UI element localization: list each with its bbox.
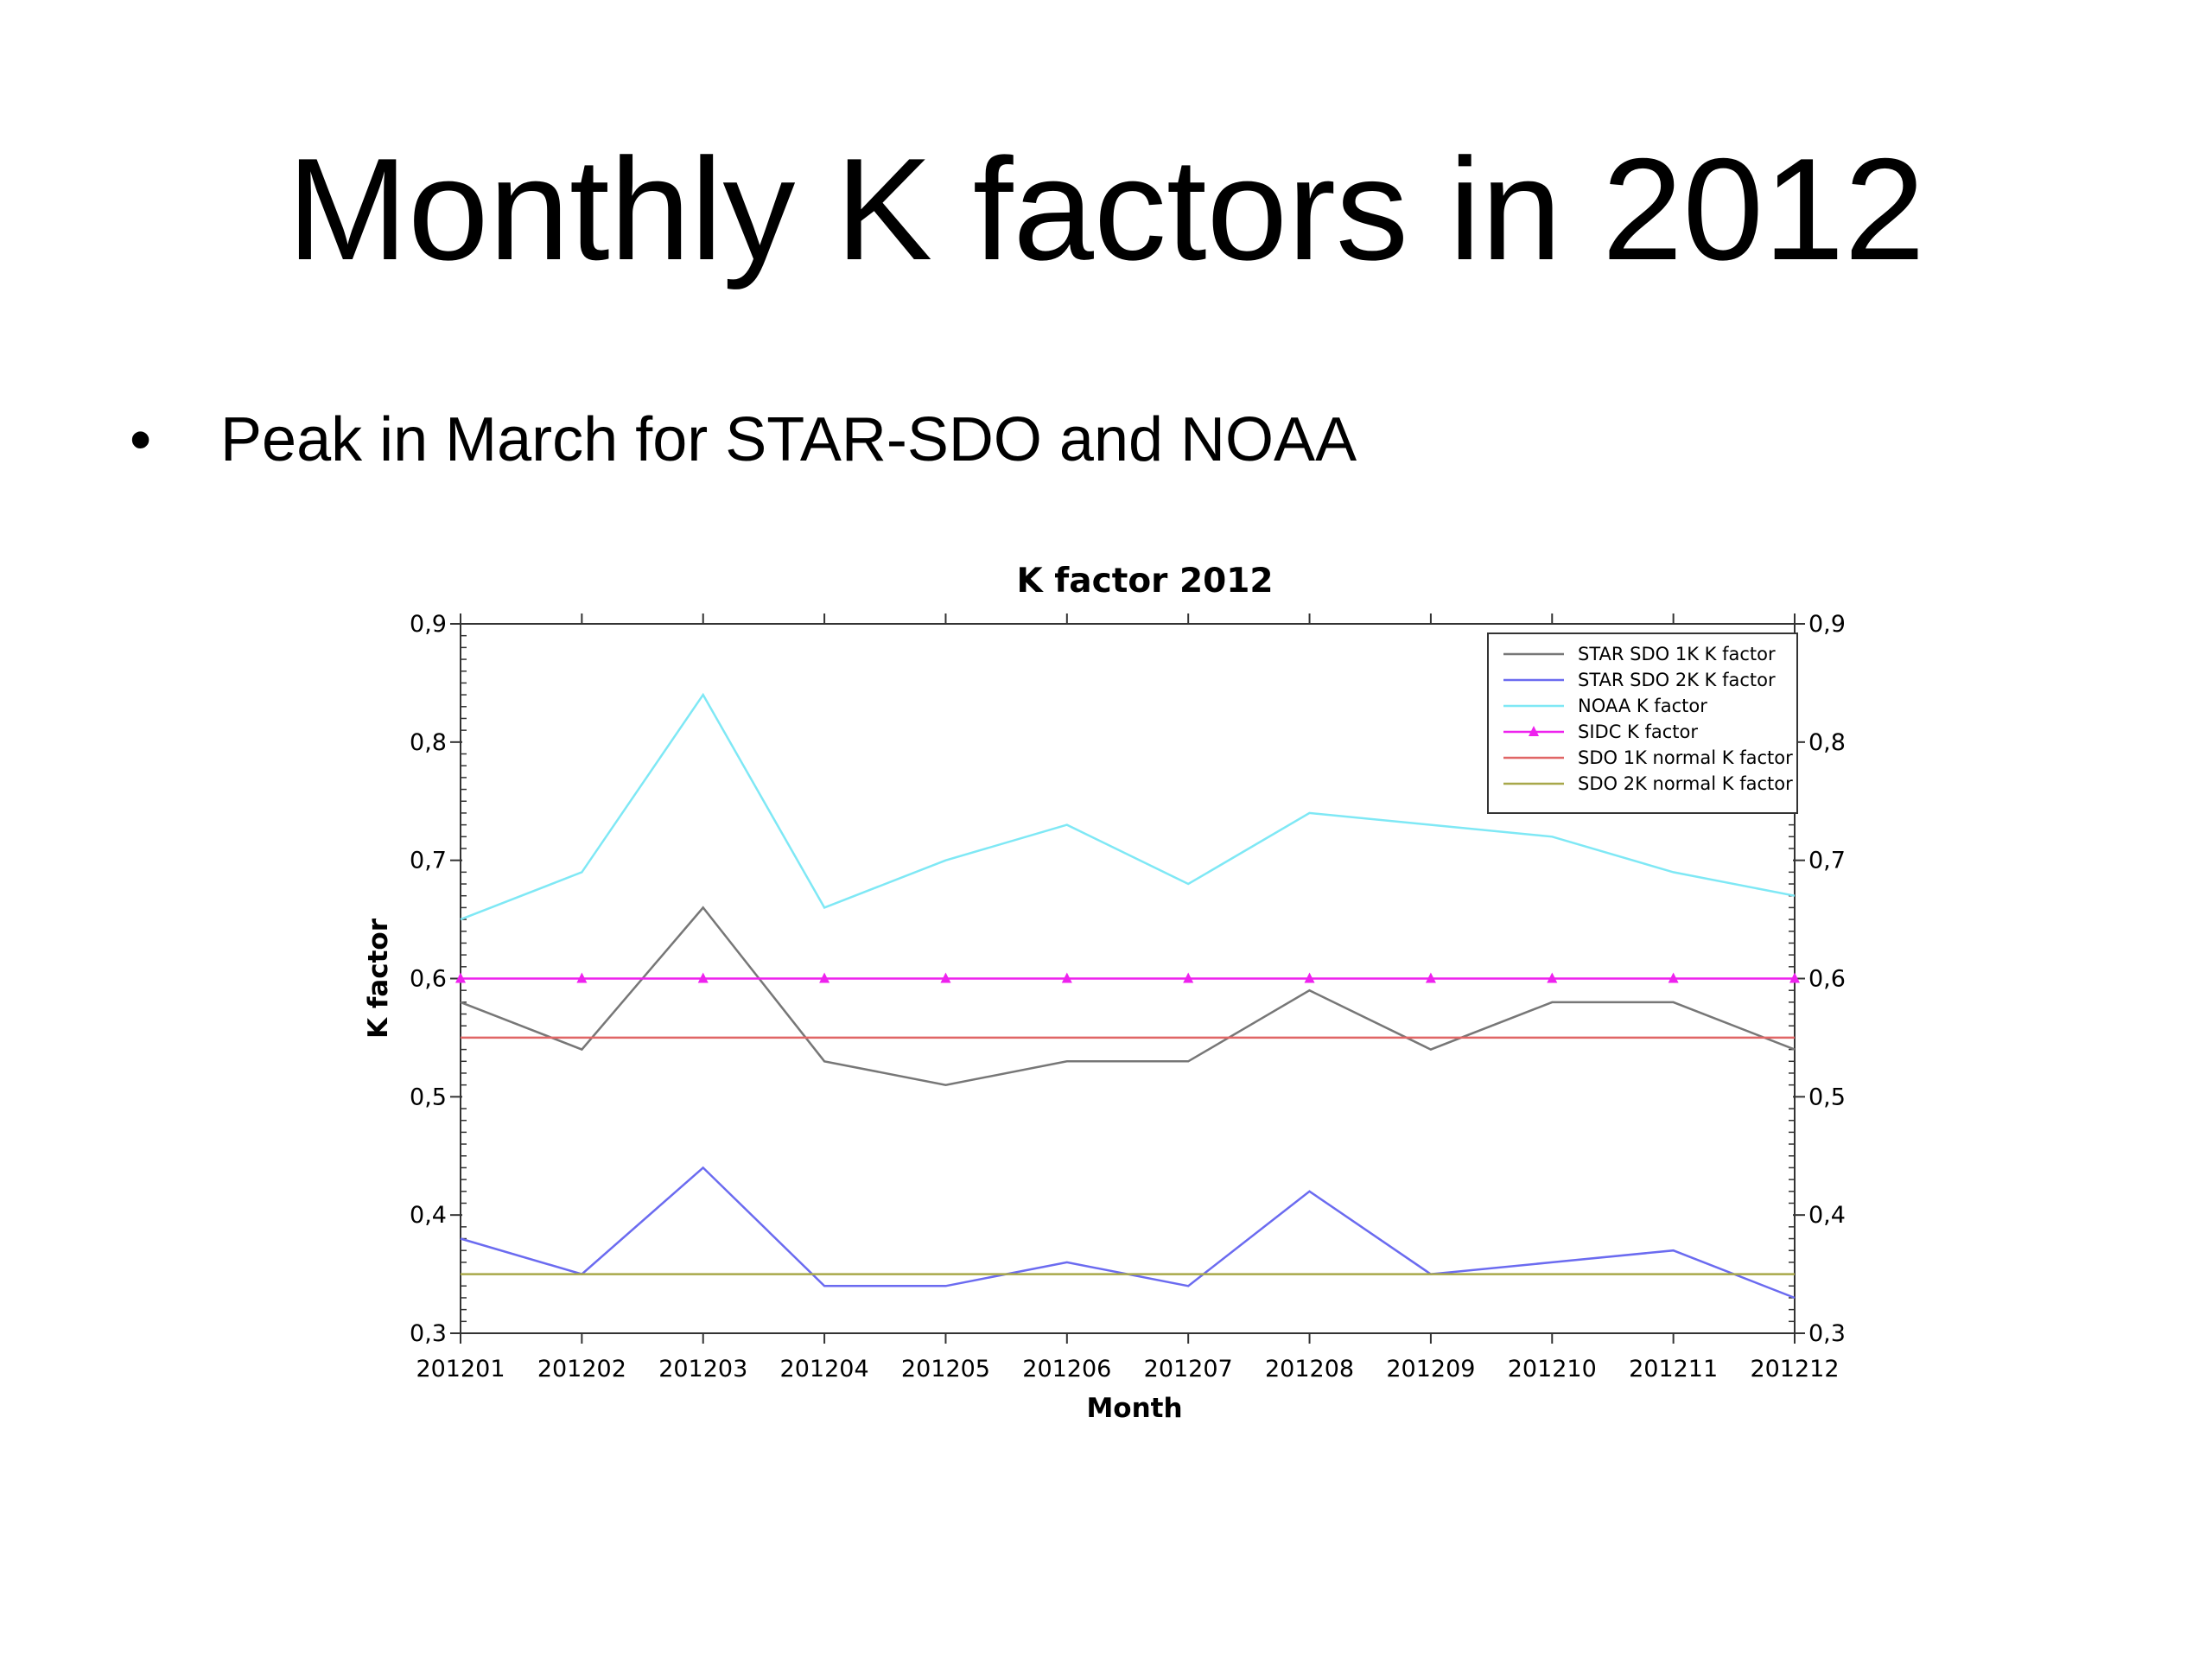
y-tick-label-left: 0,9 [410, 611, 447, 638]
x-tick-label: 201207 [1144, 1356, 1233, 1382]
legend-label: STAR SDO 1K K factor [1578, 644, 1776, 664]
legend-label: SDO 1K normal K factor [1578, 747, 1793, 768]
legend-label: NOAA K factor [1578, 696, 1707, 716]
series-line-2 [460, 692, 1796, 921]
x-tick-label: 201204 [780, 1356, 869, 1382]
y-tick-label-right: 0,3 [1808, 1320, 1846, 1347]
y-tick-label-left: 0,3 [410, 1320, 447, 1347]
bullet-text: Peak in March for STAR-SDO and NOAA [220, 405, 1357, 474]
x-tick-label: 201209 [1386, 1356, 1475, 1382]
series-line-1 [460, 1166, 1796, 1300]
series-point-3 [1789, 972, 1800, 983]
series-point-3 [819, 972, 830, 983]
bullet-dot: • [130, 405, 152, 474]
bullet-item: • Peak in March for STAR-SDO and NOAA [130, 404, 1357, 475]
series-point-3 [1304, 972, 1315, 983]
y-tick-label-right: 0,9 [1808, 611, 1846, 638]
x-tick-label: 201212 [1750, 1356, 1839, 1382]
y-tick-label-right: 0,7 [1808, 848, 1846, 874]
y-tick-label-left: 0,7 [410, 848, 447, 874]
y-tick-label-left: 0,6 [410, 966, 447, 993]
x-tick-label: 201203 [658, 1356, 747, 1382]
series-point-3 [697, 972, 709, 983]
legend-label: SIDC K factor [1578, 721, 1698, 742]
x-tick-label: 201210 [1508, 1356, 1597, 1382]
y-tick-label-right: 0,8 [1808, 729, 1846, 756]
series-point-3 [1668, 972, 1679, 983]
series-point-3 [1183, 972, 1194, 983]
slide-title: Monthly K factors in 2012 [287, 128, 1925, 290]
x-axis-title: Month [1086, 1393, 1182, 1424]
y-axis-title: K factor [363, 918, 394, 1039]
x-tick-label: 201211 [1629, 1356, 1718, 1382]
y-tick-label-left: 0,4 [410, 1202, 447, 1229]
y-tick-label-right: 0,4 [1808, 1202, 1846, 1229]
series-lines [455, 692, 1800, 1300]
series-point-3 [1061, 972, 1072, 983]
series-point-3 [1425, 972, 1436, 983]
series-point-3 [1547, 972, 1558, 983]
x-tick-label: 201208 [1265, 1356, 1354, 1382]
y-tick-label-left: 0,8 [410, 729, 447, 756]
chart-title: K factor 2012 [1017, 562, 1274, 601]
x-tick-label: 201205 [901, 1356, 990, 1382]
x-tick-label: 201202 [537, 1356, 626, 1382]
series-line-0 [460, 906, 1796, 1086]
legend-marker [1529, 726, 1539, 736]
series-point-3 [455, 972, 466, 983]
series-point-3 [940, 972, 951, 983]
legend-label: SDO 2K normal K factor [1578, 773, 1793, 794]
legend: STAR SDO 1K K factor STAR SDO 2K K factor… [1487, 632, 1798, 814]
y-tick-label-left: 0,5 [410, 1084, 447, 1110]
y-tick-label-right: 0,6 [1808, 966, 1846, 993]
x-tick-label: 201201 [416, 1356, 505, 1382]
legend-label: STAR SDO 2K K factor [1578, 670, 1776, 690]
series-point-3 [576, 972, 588, 983]
y-tick-label-right: 0,5 [1808, 1084, 1846, 1110]
x-tick-label: 201206 [1022, 1356, 1111, 1382]
